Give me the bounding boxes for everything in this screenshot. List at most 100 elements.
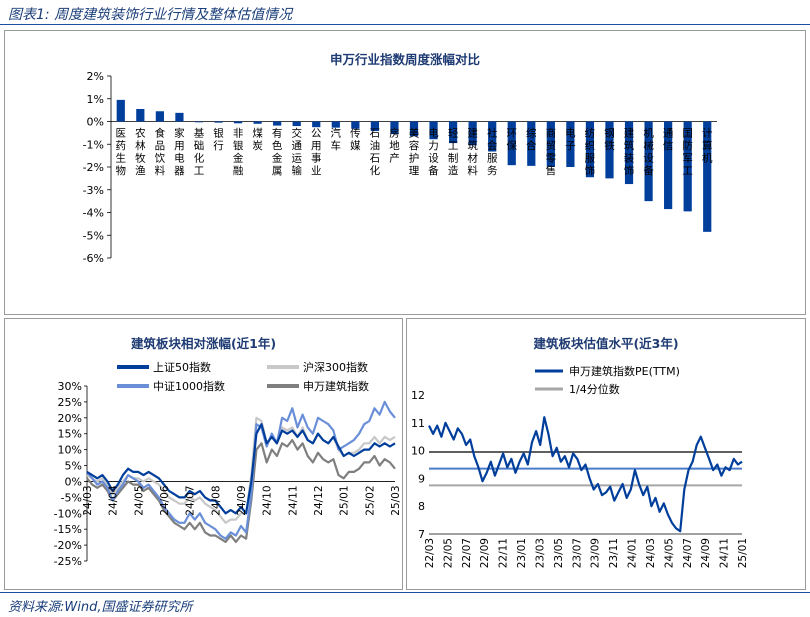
val-x-tick-label: 23/07 [571,538,583,568]
bar [448,121,458,144]
rel-y-tick-label: -15% [54,523,82,536]
bar-category-label: 计算机 [702,127,713,165]
bar [429,121,438,140]
rel-y-tick-label: -25% [54,555,82,568]
bar [605,121,614,179]
val-y-tick-label: 9 [418,472,425,485]
bar [214,121,223,123]
relative-return-panel: 建筑板块相对涨幅(近1年) 上证50指数 沪深300指数 中证1000指数 申万建筑指… [4,318,403,590]
legend-label: 1/4分位数 [569,382,620,396]
bar [644,121,653,202]
bar [253,121,262,124]
bar [351,121,360,129]
rel-x-tick-label: 25/01 [339,485,351,515]
bar-category-label: 电子 [565,127,576,153]
bar-y-tick-label: 1% [87,93,104,106]
bottom-rule [0,592,810,593]
bar-category-label: 电力设备 [428,127,439,178]
val-y-tick-label: 11 [411,417,425,430]
rel-x-tick-label: 24/10 [262,485,274,515]
rel-x-tick-label: 24/09 [236,485,248,515]
rel-y-tick-label: -20% [54,539,82,552]
bar-category-label: 石油石化 [370,128,381,178]
rel-x-tick-label: 24/12 [313,485,325,515]
valuation-panel: 建筑板块估值水平(近3年) 申万建筑指数PE(TTM) 1/4分位数 12 11 10 9… [406,318,806,590]
bar-chart-panel: 申万行业指数周度涨幅对比 2% 1% 0% -1% -2% -3% -4% -5% -6% 医药生… [4,30,806,315]
bar-category-label: 建筑材料 [467,127,478,178]
bar [566,121,575,167]
bar-y-tick-label: -4% [83,207,104,220]
val-x-tick-label: 24/05 [663,538,675,568]
bar [370,121,380,132]
val-x-tick-label: 22/05 [442,538,454,568]
val-x-tick-label: 24/01 [627,538,639,568]
bar [331,121,340,128]
bar-category-label: 机械设备 [643,127,654,178]
legend-label: 上证50指数 [153,360,211,374]
bar-category-label: 汽车 [331,127,342,153]
bar [155,111,164,122]
rel-x-tick-label: 24/11 [287,485,299,515]
legend-label: 申万建筑指数PE(TTM) [569,364,680,378]
bar-category-label: 环保 [506,128,517,153]
relative-return-title: 建筑板块相对涨幅(近1年) [130,336,277,351]
bar-y-tick-label: -6% [83,252,104,265]
bar [409,121,419,137]
val-x-tick-label: 24/09 [700,538,712,568]
legend-label: 中证1000指数 [153,379,225,393]
bar [116,99,125,122]
bar-category-label: 非银金融 [233,128,244,178]
bar [175,112,184,122]
bar-y-tick-label: -1% [83,138,104,151]
val-y-tick-label: 8 [418,500,425,513]
bar-category-label: 食品饮料 [155,127,166,178]
rel-y-tick-label: 5% [65,460,82,473]
bar [273,121,282,126]
bar [233,121,243,124]
rel-x-tick-label: 24/05 [133,485,145,515]
bar-category-label: 美容护理 [409,127,420,178]
bar-category-label: 公用事业 [311,128,322,178]
rel-y-tick-label: 0% [65,475,82,488]
bar-y-tick-label: -3% [83,184,104,197]
bar [703,121,712,232]
bar [585,121,595,178]
rel-x-tick-label: 25/02 [364,485,376,515]
rel-x-tick-label: 24/07 [185,485,197,515]
bar-category-label: 家用电器 [174,127,185,178]
series-line [86,438,396,543]
bar [624,121,634,185]
bar-y-tick-label: -2% [83,161,104,174]
rel-y-tick-label: 25% [58,396,82,409]
bar-category-label: 传媒 [350,128,361,153]
bar-category-label: 农林牧渔 [135,127,146,178]
val-x-tick-label: 23/01 [516,538,528,568]
rel-x-tick-label: 25/03 [390,485,402,515]
bar [683,121,692,212]
bar-y-tick-label: 2% [87,70,104,83]
val-x-tick-label: 22/03 [424,538,436,568]
rel-y-tick-label: 20% [58,412,82,425]
val-x-tick-label: 23/09 [590,538,602,568]
rel-y-tick-label: -5% [61,491,82,504]
legend-label: 沪深300指数 [303,360,368,374]
bar [507,121,516,166]
val-x-tick-label: 25/01 [737,538,749,568]
val-x-tick-label: 24/07 [682,538,694,568]
val-x-tick-label: 24/03 [645,538,657,568]
valuation-title: 建筑板块估值水平(近3年) [533,336,679,351]
val-y-tick-label: 10 [411,445,425,458]
rel-x-tick-label: 24/04 [108,485,120,516]
bar-y-tick-label: -5% [83,229,104,242]
bar-category-label: 纺织服饰 [585,127,596,178]
bar [194,121,204,123]
bar-category-label: 钢铁 [604,127,615,153]
pe-series-line [428,416,743,533]
val-y-tick-label: 12 [411,389,425,402]
val-x-tick-label: 24/11 [719,538,731,568]
bar [488,121,497,152]
series-line [86,423,396,515]
rel-x-tick-label: 24/06 [159,485,171,516]
bar-chart-title: 申万行业指数周度涨幅对比 [329,52,480,67]
